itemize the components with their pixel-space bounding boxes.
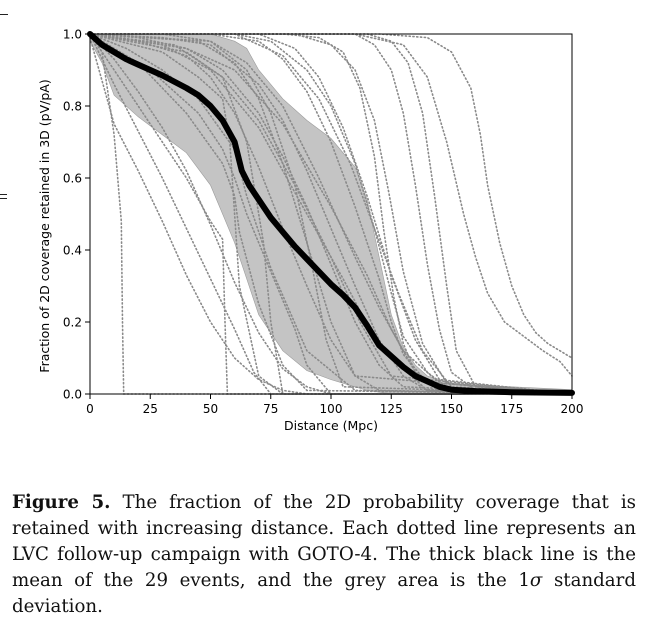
event-line-19 [89, 33, 573, 395]
caption-label: Figure 5. [12, 492, 111, 513]
event-line-17 [89, 33, 573, 395]
event-line-20 [89, 33, 573, 395]
y-tick-label-0.8: 0.8 [63, 100, 82, 114]
y-tick-label-0.0: 0.0 [63, 388, 82, 402]
y-tick-label-0.4: 0.4 [63, 244, 82, 258]
event-line-8 [89, 33, 573, 395]
event-line-2 [89, 36, 573, 395]
y-axis-title: Fraction of 2D coverage retained in 3D (… [37, 79, 52, 372]
mean-line-layer [87, 31, 575, 396]
event-line-16 [89, 33, 573, 377]
margin-equals-mark-bottom [0, 198, 7, 199]
event-line-10 [89, 33, 573, 395]
y-tick-label-0.6: 0.6 [63, 172, 82, 186]
caption-text: The fraction of the 2D probability cover… [12, 492, 637, 591]
x-axis-ticks: 0 25 50 75 100 125 150 175 200 [86, 394, 583, 416]
x-tick-label-175: 175 [500, 402, 523, 416]
event-line-9 [89, 33, 573, 395]
event-line-26 [89, 33, 573, 395]
event-line-28 [89, 33, 573, 395]
event-line-11 [89, 33, 573, 395]
y-tick-label-0.2: 0.2 [63, 316, 82, 330]
caption-text-end: standard deviation. [12, 570, 636, 617]
event-line-22 [89, 33, 573, 395]
x-tick-label-200: 200 [561, 402, 584, 416]
event-line-25 [89, 33, 573, 395]
coverage-chart: 0 25 50 75 100 125 150 175 200 0.0 0.2 0.4 0.6 0.8 1.… [37, 28, 583, 434]
x-tick-label-150: 150 [440, 402, 463, 416]
figure-caption: Figure 5. The fraction of the 2D probabi… [12, 490, 636, 620]
x-tick-label-100: 100 [320, 402, 343, 416]
event-line-18 [89, 33, 573, 395]
event-line-29 [89, 33, 573, 395]
event-line-15 [89, 33, 573, 359]
event-line-3 [89, 33, 573, 395]
event-line-13 [89, 33, 573, 395]
caption-sigma: σ [529, 570, 543, 591]
x-axis-title: Distance (Mpc) [284, 418, 378, 433]
event-line-4 [89, 33, 573, 395]
margin-equals-mark-top [0, 194, 7, 195]
x-tick-label-50: 50 [203, 402, 218, 416]
x-tick-label-125: 125 [380, 402, 403, 416]
mean-line [87, 31, 575, 396]
event-line-7 [89, 33, 573, 395]
event-line-23 [89, 33, 573, 395]
y-tick-label-1.0: 1.0 [63, 28, 82, 42]
margin-tick-mark [0, 14, 8, 15]
x-tick-label-75: 75 [263, 402, 278, 416]
x-tick-label-25: 25 [143, 402, 158, 416]
x-tick-label-0: 0 [86, 402, 94, 416]
event-line-14 [89, 33, 573, 395]
y-axis-ticks: 0.0 0.2 0.4 0.6 0.8 1.0 [63, 28, 90, 402]
